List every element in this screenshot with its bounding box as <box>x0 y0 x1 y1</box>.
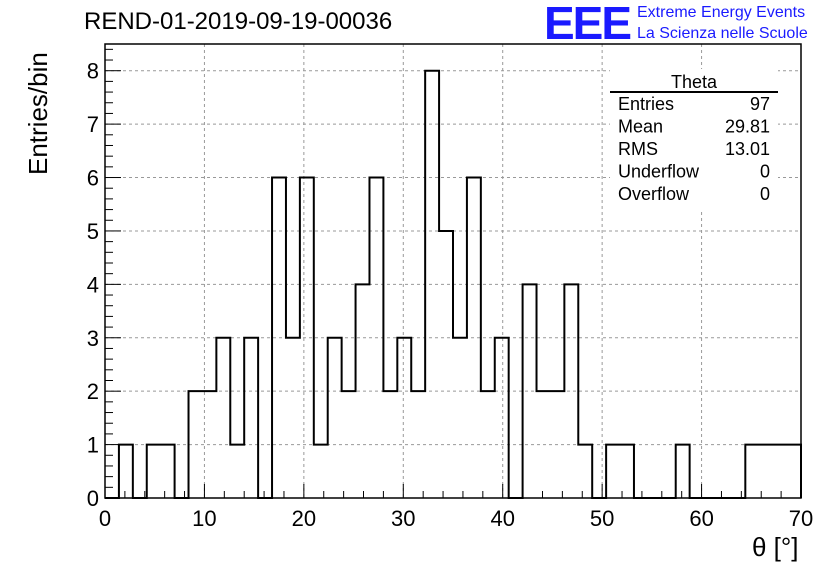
stats-label-mean: Mean <box>618 117 663 137</box>
stats-value-underflow: 0 <box>760 162 770 182</box>
x-tick-label: 30 <box>391 506 415 531</box>
stats-value-rms: 13.01 <box>725 139 770 159</box>
x-tick-label: 60 <box>689 506 713 531</box>
x-tick-label: 40 <box>490 506 514 531</box>
plot-frame <box>104 43 802 499</box>
y-tick-label: 2 <box>87 379 99 404</box>
y-tick-label: 4 <box>87 272 99 297</box>
y-tick-label: 5 <box>87 219 99 244</box>
stats-label-entries: Entries <box>618 94 674 114</box>
x-tick-label: 70 <box>789 506 813 531</box>
axis-ticks: 0 10 20 30 40 50 60 70 0 1 2 3 4 5 6 7 8 <box>87 48 813 531</box>
stats-label-rms: RMS <box>618 139 658 159</box>
y-axis-label: Entries/bin <box>23 52 53 175</box>
stats-label-overflow: Overflow <box>618 184 690 204</box>
y-tick-label: 7 <box>87 112 99 137</box>
x-tick-label: 20 <box>292 506 316 531</box>
stats-value-overflow: 0 <box>760 184 770 204</box>
x-tick-label: 0 <box>99 506 111 531</box>
logo-line-2: La Scienza nelle Scuole <box>637 25 808 42</box>
chart-title: REND-01-2019-09-19-00036 <box>84 8 393 35</box>
x-tick-label: 50 <box>590 506 614 531</box>
y-tick-label: 8 <box>87 59 99 84</box>
y-tick-label: 1 <box>87 433 99 458</box>
stats-value-entries: 97 <box>750 94 770 114</box>
stats-label-underflow: Underflow <box>618 162 700 182</box>
stats-box-title: Theta <box>671 72 718 92</box>
stats-value-mean: 29.81 <box>725 117 770 137</box>
y-tick-label: 0 <box>87 486 99 511</box>
logo-line-1: Extreme Energy Events <box>637 4 806 21</box>
x-tick-label: 10 <box>192 506 216 531</box>
x-axis-label: θ [°] <box>752 532 799 562</box>
y-tick-label: 6 <box>87 166 99 191</box>
eee-logo: EEE <box>544 0 632 49</box>
y-tick-label: 3 <box>87 326 99 351</box>
